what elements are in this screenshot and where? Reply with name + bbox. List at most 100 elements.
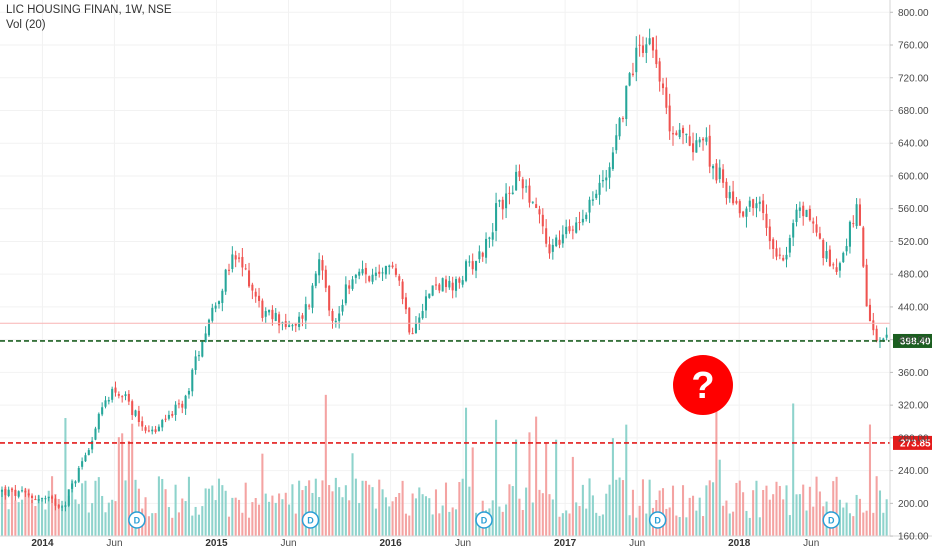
candle-body	[601, 180, 604, 182]
volume-bar	[91, 503, 94, 536]
candle-body	[431, 285, 434, 296]
candle-body	[334, 320, 337, 323]
level-lines: 398.40 273.85	[0, 322, 932, 450]
candle-body	[798, 207, 801, 211]
candle-body	[294, 323, 297, 326]
volume-bar	[174, 484, 177, 536]
candle-body	[838, 263, 841, 271]
volume-bar	[708, 480, 711, 536]
candle-body	[842, 252, 845, 263]
volume-bar	[154, 513, 157, 536]
candle-body	[581, 218, 584, 223]
volume-bar	[555, 439, 558, 536]
candle-body	[94, 428, 97, 440]
volume-bar	[668, 507, 671, 536]
volume-bar	[71, 479, 74, 536]
candle-body	[197, 355, 200, 357]
candle-body	[722, 169, 725, 183]
volume-bar	[618, 477, 621, 536]
volume-bar	[625, 424, 628, 536]
volume-bar	[214, 500, 217, 536]
x-tick-label: 2016	[379, 538, 402, 549]
candle-body	[318, 259, 321, 276]
candle-body	[621, 118, 624, 120]
volume-bar	[374, 508, 377, 536]
volume-bar	[391, 501, 394, 536]
candle-body	[868, 304, 872, 322]
candle-body	[725, 181, 728, 198]
volume-bar	[381, 489, 384, 536]
volume-bar	[715, 403, 718, 536]
candle-body	[44, 498, 47, 500]
candle-body	[37, 499, 40, 501]
candle-body	[107, 400, 110, 402]
volume-bar	[551, 499, 554, 536]
volume-bar	[348, 500, 351, 536]
candle-body	[555, 237, 558, 247]
candle-body	[141, 421, 144, 427]
volume-bar	[471, 447, 474, 536]
volume-bar	[84, 480, 87, 536]
candle-body	[161, 419, 164, 428]
candle-body	[4, 488, 7, 496]
candle-body	[802, 205, 805, 217]
candle-body	[505, 193, 508, 209]
candle-body	[428, 293, 431, 298]
volume-bar	[418, 487, 421, 536]
candle-body	[374, 272, 377, 276]
x-tick-label: Jun	[629, 538, 645, 549]
candle-body	[398, 276, 401, 281]
volume-bar	[688, 497, 691, 536]
volume-bar	[314, 478, 317, 536]
candle-body	[254, 291, 257, 297]
volume-bar	[147, 516, 150, 536]
candle-body	[324, 269, 327, 288]
volume-bar	[848, 513, 851, 536]
volume-bar	[361, 480, 364, 536]
volume-bar	[334, 477, 337, 536]
volume-bar	[401, 480, 404, 536]
candle-body	[485, 238, 488, 258]
volume-bar	[448, 511, 451, 536]
volume-bar	[231, 497, 234, 536]
volume-bar	[181, 498, 184, 536]
candle-body	[71, 483, 74, 489]
volume-bar	[144, 497, 147, 536]
volume-bar	[237, 499, 241, 536]
candle-body	[545, 228, 548, 244]
candle-body	[404, 297, 407, 310]
candle-body	[348, 285, 351, 289]
candle-body	[618, 118, 621, 137]
candle-body	[651, 37, 655, 51]
volume-bar	[94, 480, 97, 536]
volume-bar	[324, 394, 327, 536]
candle-body	[91, 440, 94, 450]
volume-bar	[521, 509, 524, 536]
time-axis[interactable]: 2014 Jun 2015 Jun 2016 Jun 2017 Jun 2018 Jun	[31, 538, 819, 549]
volume-bar	[164, 489, 167, 536]
candle-body	[144, 427, 147, 431]
volume-bar	[201, 506, 204, 536]
candle-body	[681, 127, 685, 134]
volume-bar	[802, 484, 805, 536]
volume-indicator-label[interactable]: Vol (20)	[6, 19, 46, 31]
candle-body	[57, 504, 60, 508]
candle-body	[27, 493, 30, 496]
y-tick-label: 680.00	[898, 106, 929, 117]
candle-body	[231, 254, 234, 269]
candle-body	[41, 497, 44, 499]
candle-body	[775, 248, 778, 257]
volume-bar	[41, 499, 44, 536]
candle-body	[351, 279, 354, 289]
candle-body	[661, 83, 665, 89]
volume-bar	[431, 514, 434, 536]
candle-body	[668, 105, 671, 132]
volume-bar	[548, 494, 551, 536]
volume-bar	[424, 496, 428, 536]
volume-bar	[595, 512, 598, 536]
candle-body	[391, 265, 394, 268]
candle-body	[628, 73, 631, 86]
